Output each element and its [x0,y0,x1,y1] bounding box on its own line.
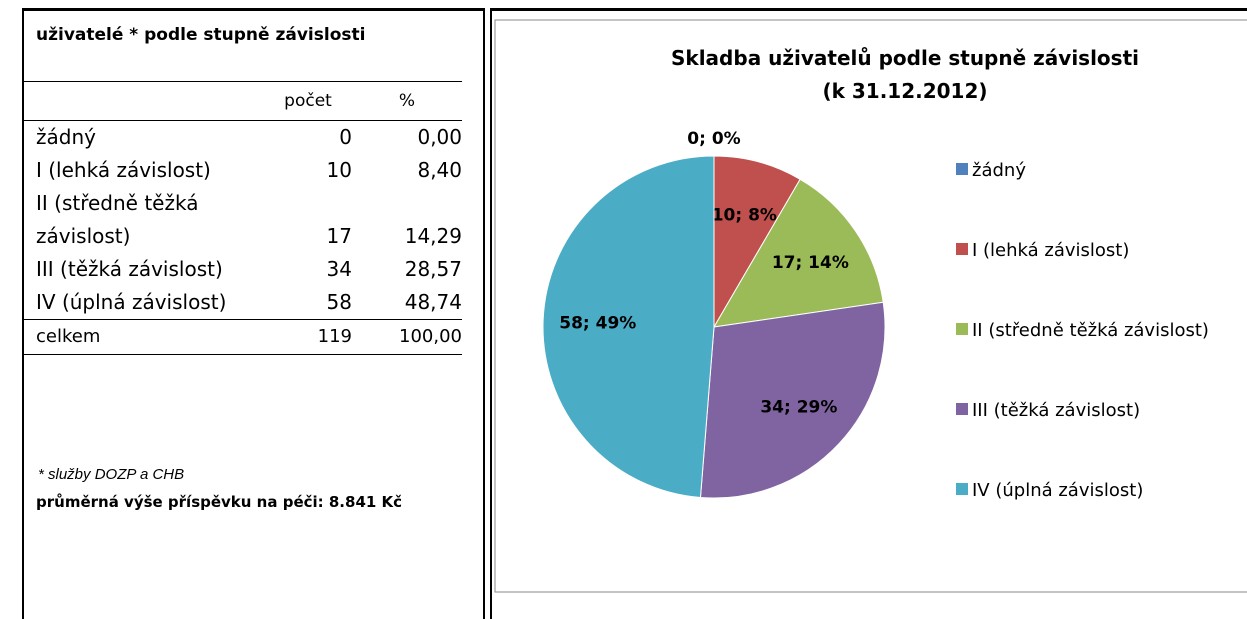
table-row: I (lehká závislost) 10 8,40 [24,154,462,187]
pie-slice [713,155,801,329]
legend-swatch [956,483,968,495]
table-cell: 8,40 [417,158,462,182]
legend-swatch [956,163,968,175]
chart-panel [490,8,1247,619]
table-cell: 0,00 [417,125,462,149]
table-cell: II (středně těžká závislost) [36,191,199,248]
legend-label: IV (úplná závislost) [972,480,1143,501]
table-cell: 28,57 [404,257,462,281]
legend-label: II (středně těžká závislost) [972,320,1209,341]
data-label: 17; 14% [772,253,849,273]
total-cell: celkem [24,319,264,355]
pie-slice [699,301,886,499]
legend-label: žádný [972,160,1026,181]
table-panel: uživatelé * podle stupně závislosti poče… [22,8,485,619]
legend-swatch [956,403,968,415]
table-cell: 0 [339,125,352,149]
header-cell: počet [264,81,352,121]
data-label: 58; 49% [559,313,636,333]
table-cell: žádný [36,125,96,149]
table-row: IV (úplná závislost) 58 48,74 [24,286,462,320]
chart-title: Skladba uživatelů podle stupně závislost… [671,46,1139,70]
table-cell: 17 [326,224,352,248]
legend-swatch [956,243,968,255]
data-label: 0; 0% [687,129,740,149]
table-cell: 10 [326,158,352,182]
table-row: žádný 0 0,00 [24,121,462,155]
total-cell: 119 [264,319,352,355]
table-cell: 48,74 [404,290,462,314]
table-cell: I (lehká závislost) [36,158,211,182]
pie-slice [542,155,715,499]
data-label: 34; 29% [760,397,837,417]
table-cell: IV (úplná závislost) [36,290,227,314]
table-cell: 58 [326,290,352,314]
chart-subtitle: (k 31.12.2012) [822,79,987,103]
total-cell: 100,00 [352,319,462,355]
table-title: uživatelé * podle stupně závislosti [36,25,366,45]
chart-frame [494,19,1247,593]
header-cell: % [352,81,462,121]
table-cell: III (těžká závislost) [36,257,223,281]
data-label: 10; 8% [712,206,777,226]
legend-swatch [956,323,968,335]
header-cell [24,81,264,121]
pie-slice [713,178,884,328]
table-cell: 14,29 [404,224,462,248]
table: počet% žádný 0 0,00 I (lehká závislost) 10 8,4… [24,81,462,355]
legend-label: III (těžká závislost) [972,400,1140,421]
header-row: počet% [24,81,462,121]
total-row: celkem 119 100,00 [24,319,462,355]
table-row: III (těžká závislost) 34 28,57 [24,253,462,286]
footer: průměrná výše příspěvku na péči: 8.841 K… [36,493,403,511]
table-cell: 34 [326,257,352,281]
legend-label: I (lehká závislost) [972,240,1129,261]
table-row: II (středně těžká závislost) 17 14,29 [24,187,462,253]
note: * služby DOZP a CHB [38,466,185,483]
